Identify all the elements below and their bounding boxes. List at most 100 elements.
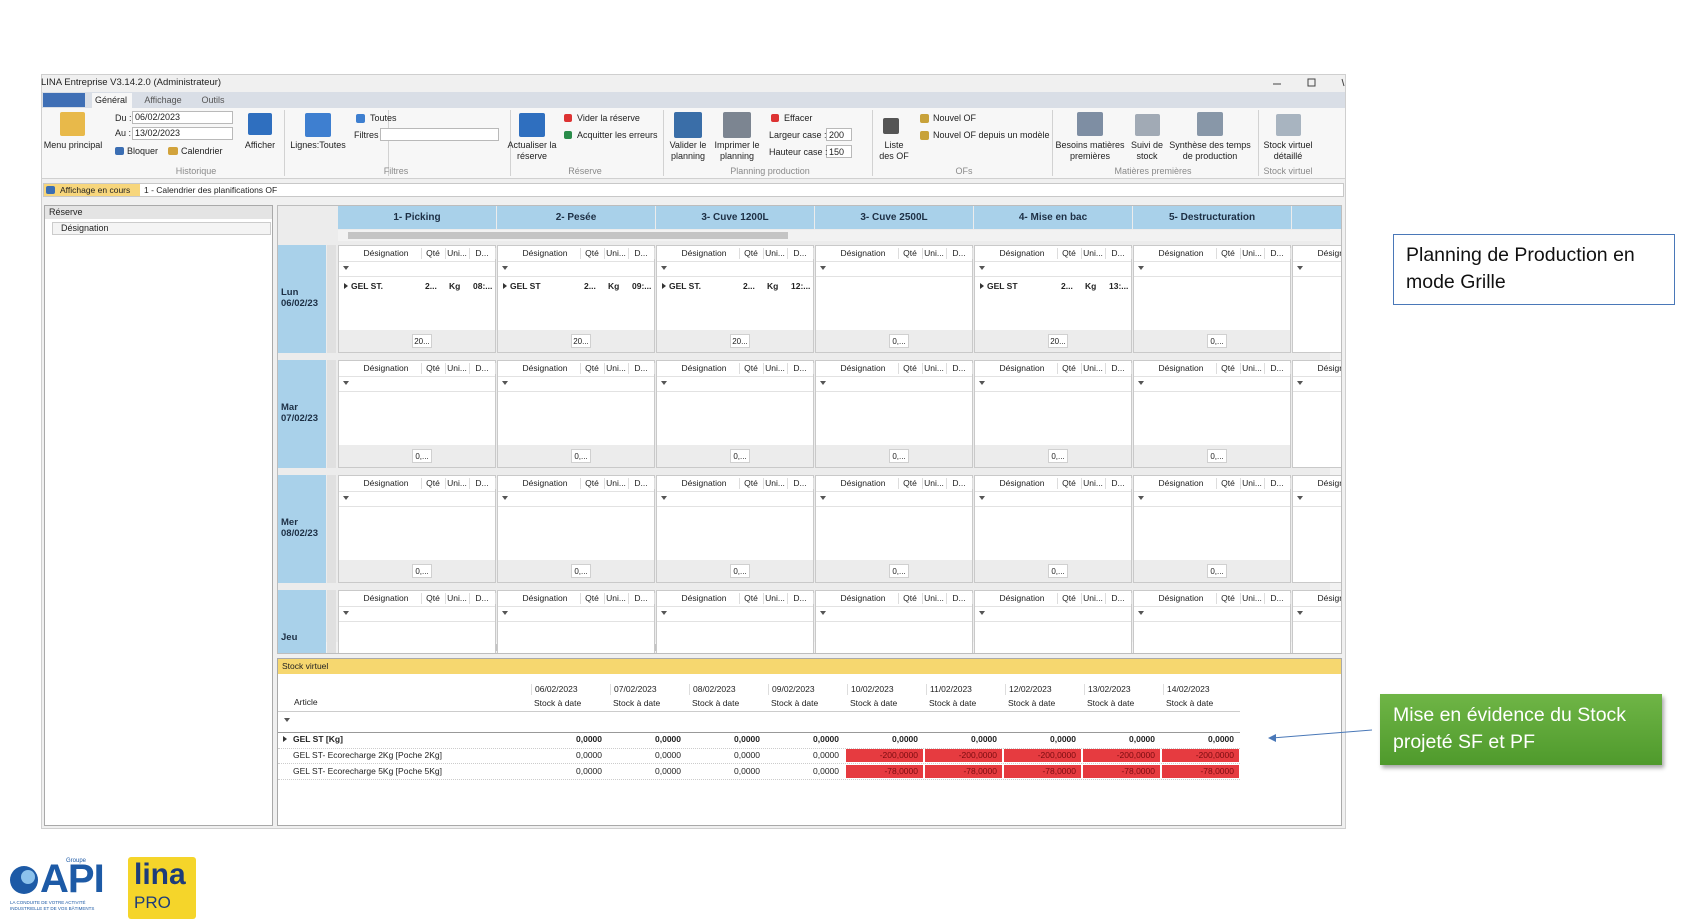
cell-column-header: Uni...: [1240, 478, 1265, 489]
footer-box: [889, 564, 909, 578]
footer-box: [1048, 334, 1068, 348]
restore[interactable]: [1307, 78, 1316, 87]
label: Réserve: [568, 166, 602, 176]
column-header: 3- Cuve 2500L: [815, 206, 973, 229]
imprimer: Imprimer le planning: [714, 140, 760, 161]
stock-value: -200,0000: [1195, 750, 1234, 760]
home-tab[interactable]: [43, 93, 85, 107]
filter-glyph: [1297, 611, 1303, 615]
cell-column-header: Qté: [1216, 593, 1241, 604]
callout-stock: [1380, 694, 1662, 765]
cell-column-header: Qté: [1057, 363, 1082, 374]
stock-value: 0,0000: [734, 734, 760, 744]
ribbon-separator: [284, 110, 285, 176]
footer-value: 20...: [414, 337, 430, 346]
calendrier: Calendrier: [181, 146, 223, 156]
footer-box: [1048, 564, 1068, 578]
active-tab[interactable]: [92, 93, 132, 108]
cell-column-header: Désignation: [1146, 363, 1217, 374]
input-box: [826, 145, 852, 158]
filter-glyph: [661, 266, 667, 270]
icon: [46, 186, 55, 194]
label: Filtres: [383, 166, 409, 176]
stock-value: 0,0000: [655, 750, 681, 760]
planning-cell: DésignationQtéUni...D...: [1292, 475, 1341, 583]
negative-highlight: [846, 749, 923, 762]
entry-value: Kg: [608, 281, 620, 291]
pro: PRO: [134, 893, 171, 912]
cell-column-header: Qté: [898, 363, 923, 374]
footer-box: [412, 564, 432, 578]
planning-cell: Désignation Qté Uni... D... 0,...: [338, 360, 496, 468]
icon: [564, 114, 572, 122]
nouvel: Nouvel OF: [933, 113, 977, 123]
virtual-icon: [1276, 114, 1301, 136]
entry-value: 2...: [584, 281, 596, 291]
cell-column-header: Désignation: [669, 248, 740, 259]
filter-row: [339, 376, 495, 392]
day: Jeu: [281, 632, 298, 643]
filter-glyph: [661, 496, 667, 500]
cell-column-header: D...: [946, 478, 973, 489]
planning-cell: Désignation Qté Uni... D... 0,...: [656, 360, 814, 468]
cell-column-header: Uni...: [1081, 593, 1106, 604]
stock-row: [278, 748, 1240, 764]
cell-column-header: Uni...: [1081, 478, 1106, 489]
du: 06/02/2023: [135, 112, 181, 122]
filter-row: [816, 261, 972, 277]
footer-box: [571, 564, 591, 578]
filter-row: [339, 261, 495, 277]
filter-row: [1134, 606, 1290, 622]
filter-row: [975, 376, 1131, 392]
date: 08/02/23: [281, 528, 318, 539]
filter-row: [975, 491, 1131, 507]
bloquer: Bloquer: [127, 146, 159, 156]
sub-header: Stock à date: [534, 698, 582, 708]
stock-value: -78,0000: [1121, 766, 1155, 776]
ribbon-separator: [663, 110, 664, 176]
cell-column-header: D...: [787, 248, 814, 259]
footer-value: 0,...: [1051, 452, 1065, 461]
article: GEL ST- Ecorecharge 2Kg [Poche 2Kg]: [293, 750, 442, 760]
cell-column-header: Désignation: [987, 478, 1058, 489]
footer-box: [412, 449, 432, 463]
filter-row: [498, 376, 654, 392]
validate-icon: [674, 112, 702, 138]
cell-column-header: Désignation: [1305, 593, 1341, 604]
footer-value: 0,...: [574, 452, 588, 461]
filter-row: [339, 606, 495, 622]
stock-value: 0,0000: [734, 750, 760, 760]
cell-column-header: D...: [469, 593, 496, 604]
cell-column-header: D...: [1264, 363, 1291, 374]
stock-value: -200,0000: [958, 750, 997, 760]
detail: Stock virtuel détaillé: [1263, 140, 1313, 161]
negative-highlight: [925, 749, 1002, 762]
cell-column-header: Désignation: [351, 363, 422, 374]
stock-value: 0,0000: [892, 734, 918, 744]
0: Planning de Production en mode Grille: [1406, 244, 1635, 293]
column-header: 3- Cuve 1200L: [656, 206, 814, 229]
filter-row: [1293, 261, 1341, 277]
cell-column-header: Uni...: [922, 248, 947, 259]
sub-header: Stock à date: [1008, 698, 1056, 708]
cell-column-header: Qté: [421, 593, 446, 604]
close[interactable]: [1341, 78, 1345, 87]
filtres: Filtres: [354, 130, 379, 140]
negative-highlight: [1083, 765, 1160, 778]
hauteur-label: Hauteur case :: [769, 147, 828, 157]
of-list-icon: [883, 118, 899, 134]
sub-header: Stock à date: [613, 698, 661, 708]
filter-glyph: [1297, 496, 1303, 500]
entry-value: GEL ST: [987, 281, 1018, 291]
column-header: [52, 222, 271, 235]
cell-column-header: Désignation: [351, 593, 422, 604]
planning-cell: Désignation Qté Uni... D... 0,...: [974, 360, 1132, 468]
negative-highlight: [1004, 765, 1081, 778]
footer-box: [412, 334, 432, 348]
column: Désignation: [61, 223, 109, 233]
title: Réserve: [49, 207, 83, 217]
planning-cell: Désignation Qté Uni... D... GEL ST 2... Kg 13:.…: [974, 245, 1132, 353]
filter-row: [498, 606, 654, 622]
footer-box: [1207, 564, 1227, 578]
